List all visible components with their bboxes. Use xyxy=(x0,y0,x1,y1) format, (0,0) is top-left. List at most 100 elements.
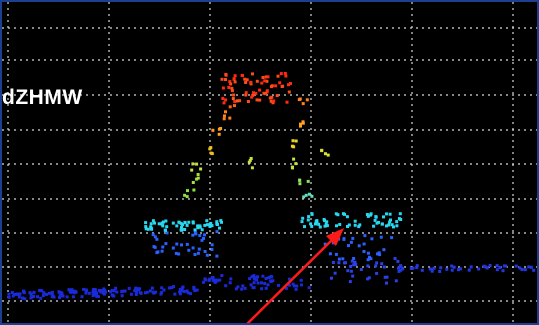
data-point xyxy=(243,77,247,81)
data-point xyxy=(367,276,371,280)
data-point xyxy=(264,286,268,290)
data-point xyxy=(196,176,200,180)
data-point xyxy=(249,157,253,160)
data-point xyxy=(255,79,259,83)
data-point xyxy=(373,218,377,222)
annotation-arrow-head xyxy=(326,228,344,246)
data-point xyxy=(324,222,328,226)
data-point xyxy=(112,294,116,298)
data-point xyxy=(353,223,357,227)
data-point xyxy=(270,84,274,88)
data-point xyxy=(317,222,321,226)
data-point xyxy=(301,102,305,106)
data-point xyxy=(120,290,124,294)
data-point xyxy=(291,139,295,143)
data-point xyxy=(32,290,36,294)
data-point xyxy=(346,269,350,273)
data-point xyxy=(394,279,398,283)
data-point xyxy=(21,296,24,300)
data-point xyxy=(269,274,273,278)
data-point xyxy=(73,289,77,293)
data-point xyxy=(310,212,314,216)
data-point xyxy=(307,286,311,290)
data-point xyxy=(299,278,303,282)
data-point xyxy=(199,167,203,171)
data-point xyxy=(347,244,350,248)
data-point xyxy=(145,290,149,294)
data-point xyxy=(210,243,214,247)
data-point xyxy=(229,82,233,86)
data-point xyxy=(152,291,156,295)
data-point xyxy=(428,267,432,271)
data-point xyxy=(231,97,235,101)
data-point xyxy=(251,93,255,97)
data-point xyxy=(68,289,72,293)
data-point xyxy=(348,280,352,284)
data-point xyxy=(450,268,454,272)
data-point xyxy=(439,266,443,270)
data-point xyxy=(358,223,362,227)
data-point xyxy=(181,285,185,289)
data-point xyxy=(289,82,292,85)
data-point xyxy=(59,292,63,296)
data-point xyxy=(97,295,100,299)
data-point xyxy=(450,264,454,268)
data-point xyxy=(36,295,39,299)
data-point xyxy=(200,228,204,232)
data-point xyxy=(529,265,533,269)
data-point xyxy=(438,270,442,273)
data-point xyxy=(253,277,257,281)
data-point xyxy=(383,275,387,279)
data-point xyxy=(191,233,195,237)
data-point xyxy=(18,292,22,296)
data-point xyxy=(269,99,273,103)
data-point xyxy=(380,222,384,226)
data-point xyxy=(514,264,518,268)
data-point xyxy=(244,93,248,97)
data-point xyxy=(103,292,106,296)
data-point xyxy=(388,212,392,216)
data-point xyxy=(352,257,356,260)
data-point xyxy=(264,75,268,79)
data-point xyxy=(351,274,355,278)
data-point xyxy=(376,252,379,256)
data-point xyxy=(271,101,275,105)
data-point xyxy=(12,292,16,296)
data-point xyxy=(228,80,232,84)
data-point xyxy=(287,277,291,281)
data-point xyxy=(151,219,155,223)
data-point xyxy=(203,223,207,227)
data-point xyxy=(469,265,473,269)
data-point xyxy=(258,98,262,102)
data-point xyxy=(295,284,299,288)
data-point xyxy=(194,232,198,236)
data-point xyxy=(134,293,138,296)
data-point xyxy=(93,288,97,291)
data-point xyxy=(7,292,11,296)
data-point xyxy=(195,288,199,292)
data-point xyxy=(263,281,267,285)
data-point xyxy=(82,287,86,291)
data-point xyxy=(518,266,522,270)
data-point xyxy=(482,264,486,268)
data-point xyxy=(390,236,394,240)
data-point xyxy=(196,173,200,176)
data-point xyxy=(178,292,182,296)
data-point xyxy=(165,231,169,235)
data-point xyxy=(252,274,256,278)
data-point xyxy=(115,290,119,294)
data-point xyxy=(193,253,197,256)
data-point xyxy=(85,289,88,293)
data-point xyxy=(192,188,196,192)
data-point xyxy=(264,277,268,280)
data-point xyxy=(366,277,370,281)
data-point xyxy=(495,264,499,268)
data-point xyxy=(287,83,290,87)
data-point xyxy=(177,220,181,224)
data-point xyxy=(346,225,349,228)
data-point xyxy=(185,289,189,293)
data-point xyxy=(180,225,184,229)
data-point xyxy=(211,276,214,279)
